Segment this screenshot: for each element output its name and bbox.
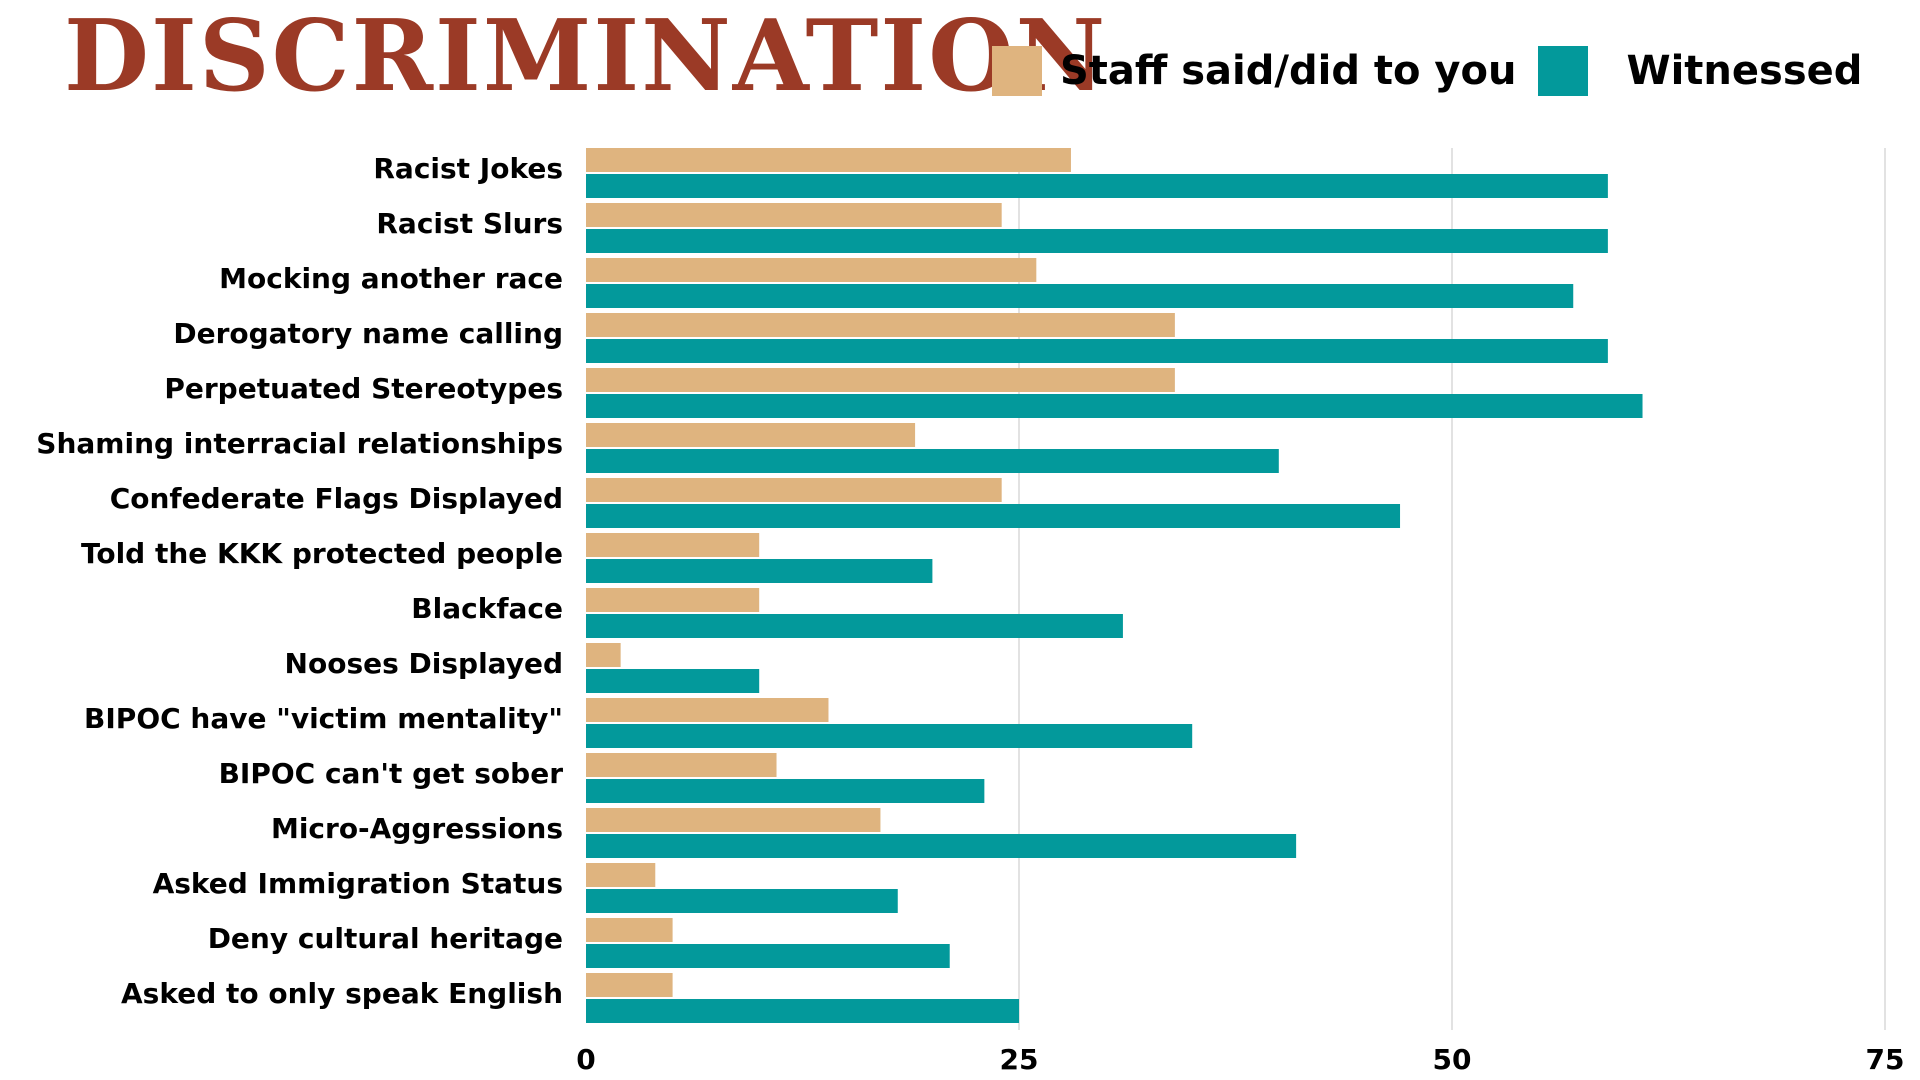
bar-staff — [586, 203, 1002, 227]
bar-witnessed — [586, 999, 1019, 1023]
bar-witnessed — [586, 229, 1608, 253]
bar-witnessed — [586, 724, 1193, 748]
bar-staff — [586, 753, 777, 777]
bar-staff — [586, 918, 673, 942]
bar-witnessed — [586, 284, 1574, 308]
category-label: BIPOC can't get sober — [219, 757, 564, 790]
x-tick-label: 75 — [1866, 1043, 1905, 1076]
category-label: Racist Slurs — [376, 207, 563, 240]
category-label: Asked Immigration Status — [153, 867, 563, 900]
legend-item-witnessed: Witnessed — [1538, 46, 1862, 96]
bar-witnessed — [586, 834, 1297, 858]
bar-staff — [586, 368, 1175, 392]
legend-item-staff: Staff said/did to you — [992, 46, 1516, 96]
bar-witnessed — [586, 779, 985, 803]
bar-witnessed — [586, 449, 1279, 473]
legend-swatch-witnessed — [1538, 46, 1589, 96]
bar-staff — [586, 148, 1071, 172]
bar-witnessed — [586, 339, 1608, 363]
category-label: Shaming interracial relationships — [36, 427, 563, 460]
bar-witnessed — [586, 559, 933, 583]
bar-staff — [586, 698, 829, 722]
bar-witnessed — [586, 174, 1608, 198]
bar-staff — [586, 808, 881, 832]
x-tick-label: 0 — [576, 1043, 595, 1076]
bar-witnessed — [586, 614, 1123, 638]
bar-witnessed — [586, 394, 1643, 418]
bar-staff — [586, 258, 1037, 282]
legend-label-witnessed: Witnessed — [1626, 48, 1863, 94]
bar-witnessed — [586, 669, 760, 693]
bar-witnessed — [586, 944, 950, 968]
category-label: Mocking another race — [219, 262, 563, 295]
legend-label-staff: Staff said/did to you — [1060, 48, 1517, 94]
bar-staff — [586, 588, 760, 612]
category-label: Blackface — [411, 592, 563, 625]
bar-staff — [586, 973, 673, 997]
category-label: Perpetuated Stereotypes — [164, 372, 563, 405]
category-label: BIPOC have "victim mentality" — [84, 702, 563, 735]
category-label: Confederate Flags Displayed — [110, 482, 563, 515]
category-label: Told the KKK protected people — [81, 537, 563, 570]
bar-witnessed — [586, 504, 1401, 528]
bar-staff — [586, 533, 760, 557]
bar-staff — [586, 313, 1175, 337]
bar-witnessed — [586, 889, 898, 913]
bar-staff — [586, 423, 916, 447]
legend-swatch-staff — [992, 46, 1042, 96]
category-label: Derogatory name calling — [173, 317, 563, 350]
category-label: Nooses Displayed — [285, 647, 563, 680]
category-label: Deny cultural heritage — [208, 922, 563, 955]
category-label: Micro-Aggressions — [271, 812, 563, 845]
category-label: Racist Jokes — [373, 152, 563, 185]
legend: Staff said/did to you Witnessed — [992, 46, 1862, 96]
x-tick-label: 50 — [1433, 1043, 1472, 1076]
chart-title: DISCRIMINATION — [64, 0, 1108, 114]
bar-staff — [586, 478, 1002, 502]
bar-staff — [586, 863, 656, 887]
bar-staff — [586, 643, 621, 667]
x-tick-label: 25 — [1000, 1043, 1039, 1076]
category-label: Asked to only speak English — [121, 977, 563, 1010]
